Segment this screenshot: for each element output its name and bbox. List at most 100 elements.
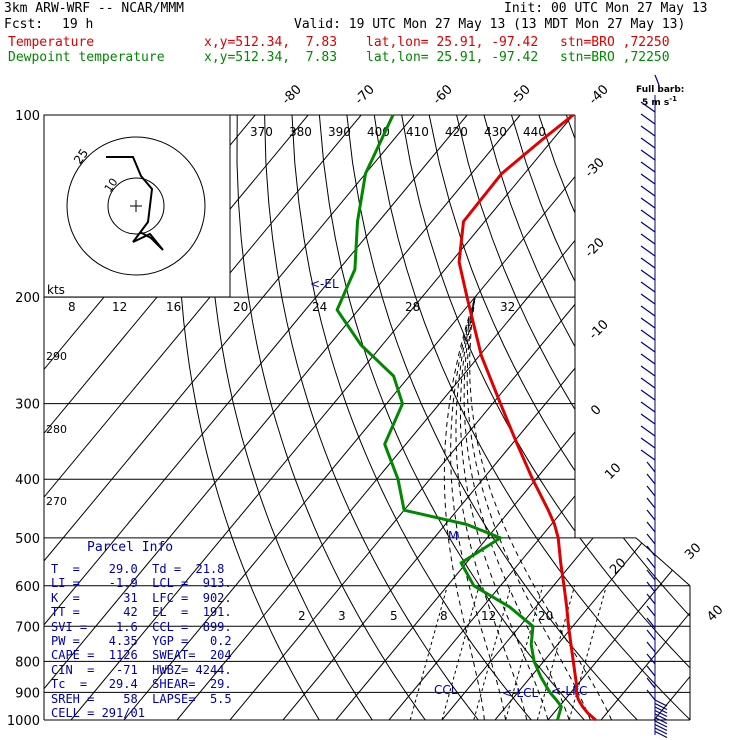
isotherm-label-top: -60 xyxy=(430,82,456,108)
theta-e-label: 440 xyxy=(523,125,546,139)
wind-barb xyxy=(640,353,656,365)
isotherm-line xyxy=(44,115,521,720)
wind-barb xyxy=(640,305,656,317)
wind-barb xyxy=(646,521,656,533)
wind-barb xyxy=(640,401,656,413)
temperature-station: stn=BRO ,72250 xyxy=(560,35,670,50)
parcel-info-row: Tc = 29.4 SHEAR= 29. xyxy=(51,677,232,692)
dry-adiabat xyxy=(704,115,740,720)
dry-adiabat xyxy=(236,115,426,720)
wind-barb xyxy=(640,173,656,185)
mixing-ratio-label: 12 xyxy=(481,609,496,623)
parcel-info-row: K = 31 LFC = 902. xyxy=(51,590,232,605)
wind-barb-top xyxy=(654,74,660,86)
moist-adiabat xyxy=(455,296,528,720)
dry-adiabat xyxy=(675,115,690,720)
mixing-ratio-label: 12 xyxy=(112,300,127,314)
isotherm-line xyxy=(123,115,627,720)
isotherm-label-right: 0 xyxy=(588,402,604,418)
isotherm-label-right: -30 xyxy=(582,155,608,181)
hodograph-trace xyxy=(106,156,164,251)
isotherm-label-top: -80 xyxy=(279,82,305,108)
isotherm-label-right: 20 xyxy=(607,556,629,578)
theta-e-label: 420 xyxy=(445,125,468,139)
wind-barb xyxy=(646,605,656,617)
wind-barb xyxy=(646,461,656,473)
wind-barb-low xyxy=(654,727,668,735)
wind-barb xyxy=(640,101,656,113)
theta-e-label: 380 xyxy=(289,125,312,139)
isotherm-line xyxy=(176,115,680,720)
mixing-ratio-label: 2 xyxy=(298,609,306,623)
hodograph-ring-outer xyxy=(66,136,206,276)
wind-barb xyxy=(640,341,656,353)
wind-barb xyxy=(640,125,656,137)
isotherm-label-top: -40 xyxy=(586,82,612,108)
mixing-ratio-line xyxy=(441,585,480,720)
dry-adiabat xyxy=(565,115,690,720)
full-barb-exponent: -1 xyxy=(669,95,678,103)
wind-barb-low xyxy=(654,723,668,732)
moist-adiabat xyxy=(469,297,613,720)
wind-barb xyxy=(640,209,656,221)
el-marker: <-EL xyxy=(310,277,339,291)
wind-barb xyxy=(640,365,656,377)
wind-barb-low xyxy=(654,713,668,721)
pressure-label: 400 xyxy=(15,473,40,488)
forecast-hour: 19 h xyxy=(62,17,94,32)
dewpoint-latlon: lat,lon= 25.91, -97.42 xyxy=(366,50,539,65)
pressure-label: 300 xyxy=(15,398,40,413)
dry-adiabat xyxy=(318,115,585,720)
isotherm-line xyxy=(653,115,690,720)
wind-barb-low xyxy=(654,709,668,718)
isotherm-line xyxy=(282,115,690,720)
wind-barb xyxy=(646,689,656,701)
wind-barb xyxy=(640,293,656,305)
wind-barb xyxy=(640,161,656,173)
dry-adiabat xyxy=(346,115,638,720)
isotherm-line xyxy=(494,115,690,720)
isotherm-label-right: -20 xyxy=(582,235,608,261)
wind-barb xyxy=(646,593,656,605)
lfc-marker: <-LFC xyxy=(551,684,587,698)
wind-barb xyxy=(640,113,656,125)
wind-barb xyxy=(640,389,656,401)
parcel-info-panel: Parcel Info T = 29.0 Td = 21.8 LI = -1.9 … xyxy=(47,538,234,730)
pressure-label: 800 xyxy=(15,655,40,670)
hodograph-ring-inner xyxy=(107,177,165,235)
wind-barb xyxy=(640,413,656,425)
pressure-label: 900 xyxy=(15,686,40,701)
wind-barb-low xyxy=(654,706,668,714)
dry-adiabat xyxy=(428,115,690,720)
valid-time: Valid: 19 UTC Mon 27 May 13 (13 MDT Mon … xyxy=(294,17,686,32)
lcl-marker: <-LCL xyxy=(502,686,538,700)
wind-barb xyxy=(640,137,656,149)
parcel-info-title: Parcel Info xyxy=(87,540,174,555)
dry-adiabat xyxy=(483,115,690,720)
theta-label: 280 xyxy=(46,423,67,436)
dry-adiabat xyxy=(593,115,690,720)
mixing-ratio-label: 24 xyxy=(312,300,327,314)
parcel-info-row: TT = 42 EL = 191. xyxy=(51,605,232,620)
wind-barb xyxy=(646,629,656,641)
isotherm-line xyxy=(70,115,574,720)
isotherm-label-right: 30 xyxy=(682,541,704,563)
wind-barb xyxy=(646,497,656,509)
mixing-ratio-line xyxy=(473,585,512,720)
temperature-profile xyxy=(457,113,597,722)
wind-barb xyxy=(646,509,656,521)
theta-label: 270 xyxy=(46,495,67,508)
wind-barb xyxy=(646,473,656,485)
pressure-label: 700 xyxy=(15,620,40,635)
isotherm-line xyxy=(44,115,415,720)
parcel-info-row: LI = -1.9 LCL = 913. xyxy=(51,576,232,591)
isotherm-label-top: -50 xyxy=(508,82,534,108)
dry-adiabat xyxy=(620,115,690,720)
wind-barb xyxy=(640,257,656,269)
legend-temperature: Temperature xyxy=(8,35,95,50)
mixing-ratio-label: 32 xyxy=(500,300,515,314)
mixing-ratio-line xyxy=(409,585,448,720)
mixing-ratio-line xyxy=(568,585,607,720)
wind-barb xyxy=(646,533,656,545)
wind-barb xyxy=(646,485,656,497)
